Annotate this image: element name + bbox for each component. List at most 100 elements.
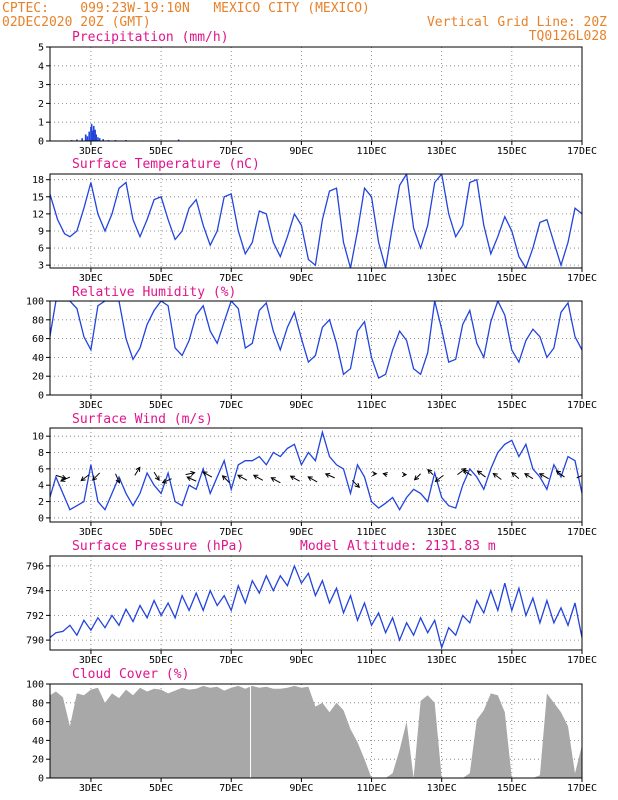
xtick-label: 15DEC: [497, 273, 527, 284]
panel-frame-pres: [49, 555, 583, 651]
wind-arrow-shaft: [325, 473, 335, 479]
wind-arrow-head: [372, 471, 378, 477]
wind-arrow-head: [186, 476, 192, 482]
panel-title-temp: Surface Temperature (nC): [72, 157, 260, 172]
xtick-label: 15DEC: [497, 783, 527, 794]
xtick-label: 7DEC: [219, 783, 243, 794]
wind-arrow-shaft: [253, 474, 264, 481]
xtick-label: 17DEC: [567, 527, 597, 538]
wind-arrow: [434, 475, 444, 483]
wind-arrow: [221, 475, 230, 484]
wind-arrow: [351, 479, 361, 489]
wind-arrow-shaft: [524, 473, 534, 480]
panel-temp: Surface Temperature (nC) 3 6 9 12 15 18 3DEC 5DE…: [32, 157, 597, 284]
xtick-label: 7DEC: [219, 273, 243, 284]
header-code: TQ0126L028: [529, 29, 607, 44]
wind-arrow-head: [59, 477, 66, 482]
wind-arrow-shaft: [60, 476, 71, 482]
xtick-label: 3DEC: [79, 655, 103, 666]
plot-area-rh: [50, 301, 582, 380]
precip-bar: [91, 130, 94, 141]
wind-arrow: [511, 472, 520, 480]
wind-arrow: [492, 472, 502, 480]
ytick-label: 0: [38, 513, 44, 524]
panel-frame-wind: [49, 427, 583, 523]
panel-cloud: Cloud Cover (%) 0 20 40 60 80 100 3DEC 5DEC 7DEC 9…: [26, 667, 597, 794]
ytick-label: 0: [38, 774, 44, 785]
wind-arrow-head: [91, 475, 98, 481]
wind-arrow-head: [307, 476, 313, 482]
wind-arrow-shaft: [153, 471, 160, 481]
wind-arrow: [161, 478, 172, 484]
wind-arrow-shaft: [477, 470, 486, 478]
wind-arrow-head: [427, 468, 433, 475]
wind-arrow: [372, 471, 378, 477]
xtick-label: 9DEC: [289, 400, 313, 411]
cloud-area: [50, 685, 582, 778]
wind-arrow-shaft: [185, 472, 195, 476]
wind-arrow-shaft: [493, 473, 502, 480]
wind-arrow-shaft: [435, 475, 444, 482]
panel-title-pres: Surface Pressure (hPa): [72, 539, 244, 554]
wind-arrow: [185, 470, 196, 476]
wind-arrow: [115, 473, 121, 484]
wind-arrow-shaft: [457, 468, 466, 475]
wind-arrow-head: [190, 470, 196, 476]
panel-annotation-pres: Model Altitude: 2131.83 m: [300, 539, 496, 554]
wind-arrow: [555, 470, 565, 478]
plot-area-temp: [50, 174, 582, 268]
precip-bar: [76, 139, 78, 141]
panel-frame-rh: [49, 300, 583, 396]
wind-arrow-shaft: [237, 474, 248, 481]
precip-bar: [97, 137, 99, 141]
xtick-label: 17DEC: [567, 400, 597, 411]
ytick-label: 2: [38, 497, 44, 508]
wind-arrow: [538, 473, 549, 480]
wind-arrow-head: [401, 471, 408, 478]
wind-arrow-shaft: [414, 473, 422, 481]
xtick-label: 13DEC: [427, 783, 457, 794]
series-line-pres: [50, 564, 582, 650]
panel-wind: Surface Wind (m/s) 0 2 4 6 8 10 3DEC 5DEC 7DEC 9DE…: [32, 412, 597, 538]
xtick-label: 5DEC: [149, 400, 173, 411]
precip-bar: [94, 129, 96, 141]
wind-arrow-head: [413, 475, 420, 481]
wind-arrow-shaft: [556, 470, 565, 478]
precip-bar: [92, 125, 95, 141]
xtick-label: 7DEC: [219, 527, 243, 538]
panel-frame-temp: [49, 173, 583, 269]
xtick-label: 3DEC: [79, 273, 103, 284]
wind-arrow-shaft: [80, 474, 90, 481]
ytick-label: 8: [38, 448, 44, 459]
xtick-label: 11DEC: [356, 655, 386, 666]
precip-bar: [95, 134, 97, 141]
ytick-label: 6: [38, 464, 44, 475]
ytick-label: 9: [38, 226, 44, 237]
wind-arrow-head: [252, 474, 259, 480]
wind-arrow: [289, 475, 300, 482]
wind-arrow: [462, 469, 472, 476]
wind-arrow-shaft: [186, 476, 197, 482]
wind-arrow-head: [492, 472, 498, 478]
xtick-label: 17DEC: [567, 655, 597, 666]
xtick-label: 9DEC: [289, 146, 313, 157]
xtick-label: 17DEC: [567, 146, 597, 157]
wind-arrow-head: [382, 472, 388, 477]
series-line-wind: [50, 429, 582, 512]
header-date: 02DEC2020 20Z (GMT): [2, 15, 151, 30]
wind-arrow: [153, 471, 160, 481]
wind-arrow-head: [476, 470, 483, 476]
plot-area-wind: [50, 429, 582, 512]
xtick-label: 11DEC: [356, 146, 386, 157]
precip-bar: [98, 138, 101, 141]
plot-area-precip: [70, 124, 215, 141]
wind-arrow: [55, 474, 67, 480]
wind-arrow: [413, 473, 422, 481]
wind-arrow-shaft: [92, 472, 101, 481]
wind-arrow: [427, 468, 434, 475]
wind-arrow: [91, 472, 101, 481]
ytick-label: 100: [26, 680, 44, 691]
wind-arrow-head: [538, 473, 545, 478]
ytick-label: 3: [38, 261, 44, 272]
